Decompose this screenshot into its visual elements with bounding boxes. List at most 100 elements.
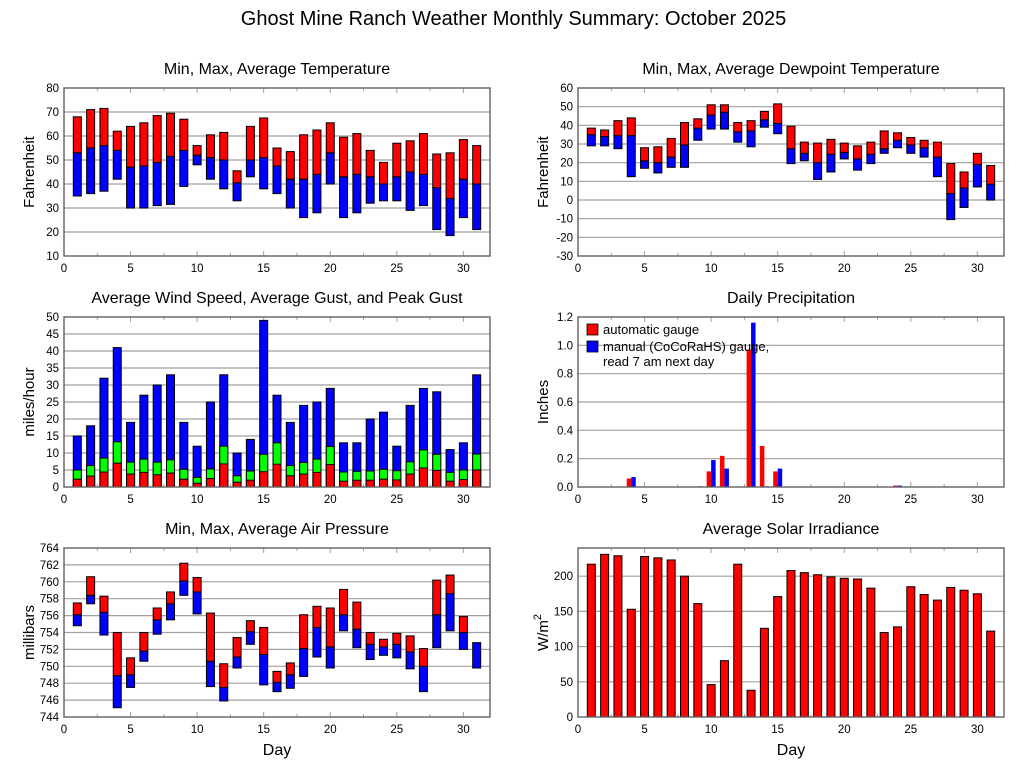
solar-bar-day-29 — [959, 589, 969, 718]
x-tick-label: 5 — [127, 263, 133, 275]
bar-min-to-avg-day-15 — [259, 653, 269, 686]
y-tick-label: 70 — [46, 107, 59, 119]
y-tick-label: 0.2 — [557, 454, 573, 466]
x-tick-label: 15 — [771, 494, 784, 506]
y-tick-label: 20 — [46, 227, 59, 239]
bar-min-to-avg-day-6 — [653, 162, 663, 174]
solar-bar-day-15 — [773, 596, 783, 718]
chart-title: Min, Max, Average Air Pressure — [165, 521, 389, 538]
solar-bar-day-25 — [906, 586, 916, 718]
x-tick-label: 5 — [641, 494, 647, 506]
bar-avg-to-max-day-31 — [986, 164, 996, 185]
bar-avg-to-max-day-2 — [86, 576, 96, 596]
x-tick-label: 0 — [61, 724, 67, 736]
bar-avg-to-max-day-5 — [640, 147, 650, 162]
y-tick-label: 10 — [560, 176, 573, 188]
bar-avg-to-max-day-3 — [99, 107, 109, 147]
bar-min-to-avg-day-31 — [472, 183, 482, 231]
bar-min-to-avg-day-27 — [418, 173, 428, 207]
bar-avg-to-max-day-10 — [706, 104, 716, 116]
bar-min-to-avg-day-22 — [352, 628, 362, 649]
x-tick-label: 15 — [257, 494, 270, 506]
y-tick-label: 0 — [567, 712, 573, 724]
y-axis-label-text: Inches — [535, 380, 552, 424]
bar-min-to-avg-day-24 — [379, 183, 388, 202]
bar-min-to-avg-day-23 — [365, 176, 375, 204]
legend-label-manual-line1: manual (CoCoRaHS) gauge, — [603, 339, 769, 354]
bar-min-to-avg-day-28 — [432, 614, 442, 649]
bar-avg-to-max-day-2 — [86, 109, 96, 149]
average-wind-speed-bar-day-8 — [166, 472, 175, 488]
bar-min-to-avg-day-1 — [586, 134, 596, 147]
bar-avg-to-max-day-9 — [179, 562, 189, 582]
bar-min-to-avg-day-13 — [232, 656, 242, 669]
average-wind-speed-bar-day-31 — [472, 469, 482, 488]
automatic-gauge-bar-day-14 — [759, 445, 765, 487]
bar-avg-to-max-day-12 — [733, 122, 743, 133]
manual-gauge-bar-day-4 — [631, 477, 636, 487]
bar-avg-to-max-day-14 — [245, 125, 255, 161]
manual-gauge-bar-day-13 — [751, 322, 756, 487]
bar-min-to-avg-day-5 — [126, 674, 136, 688]
bar-min-to-avg-day-21 — [339, 614, 349, 632]
bar-min-to-avg-day-22 — [352, 173, 362, 214]
legend-label-manual-line2: read 7 am next day — [603, 354, 715, 369]
average-wind-speed-bar-day-13 — [232, 481, 242, 488]
bar-min-to-avg-day-8 — [166, 155, 175, 205]
automatic-gauge-bar-day-4 — [626, 478, 632, 487]
bar-min-to-avg-day-22 — [866, 153, 876, 165]
bar-avg-to-max-day-28 — [432, 153, 442, 189]
y-tick-label: -30 — [556, 251, 573, 263]
bar-avg-to-max-day-22 — [866, 141, 876, 155]
solar-bar-day-23 — [879, 632, 889, 718]
bar-avg-to-max-day-4 — [112, 632, 122, 677]
bar-min-to-avg-day-2 — [86, 594, 96, 605]
bar-avg-to-max-day-15 — [259, 117, 269, 159]
y-tick-label: 750 — [40, 661, 59, 673]
average-wind-speed-bar-day-1 — [72, 478, 82, 488]
x-tick-label: 20 — [838, 724, 851, 736]
y-tick-label: 20 — [560, 158, 573, 170]
y-tick-label: 40 — [46, 179, 59, 191]
y-tick-label: -20 — [556, 232, 573, 244]
y-tick-label: 5 — [53, 465, 59, 477]
x-tick-label: 25 — [390, 494, 403, 506]
bar-avg-to-max-day-30 — [458, 615, 468, 634]
y-tick-label: 50 — [560, 102, 573, 114]
bar-min-to-avg-day-14 — [759, 119, 769, 128]
x-tick-label: 0 — [61, 494, 67, 506]
bar-avg-to-max-day-7 — [152, 607, 162, 621]
x-tick-label: 10 — [191, 494, 204, 506]
average-wind-speed-bar-day-19 — [312, 471, 322, 488]
bar-avg-to-max-day-20 — [325, 607, 335, 648]
plot-frame — [577, 87, 1005, 257]
average-wind-speed-bar-day-3 — [99, 471, 109, 488]
x-tick-label: 10 — [705, 263, 718, 275]
bar-min-to-avg-day-11 — [205, 660, 215, 688]
solar-bar-day-28 — [946, 586, 956, 718]
bar-avg-to-max-day-23 — [365, 149, 375, 178]
bar-min-to-avg-day-30 — [972, 164, 982, 188]
y-axis-label: miles/hour — [21, 367, 38, 436]
bar-avg-to-max-day-10 — [192, 145, 202, 156]
y-axis-label-superscript: 2 — [532, 614, 544, 620]
bar-min-to-avg-day-18 — [299, 178, 309, 219]
bar-min-to-avg-day-23 — [365, 643, 375, 661]
bar-avg-to-max-day-18 — [299, 614, 309, 650]
average-wind-speed-bar-day-4 — [112, 462, 122, 488]
bar-min-to-avg-day-26 — [919, 147, 929, 158]
average-wind-speed-bar-day-12 — [219, 463, 229, 488]
y-tick-label: 40 — [46, 346, 59, 358]
bar-avg-to-max-day-19 — [312, 605, 322, 628]
bar-min-to-avg-day-4 — [626, 135, 636, 178]
average-wind-speed-bar-day-16 — [272, 463, 282, 488]
average-wind-speed-bar-day-26 — [405, 473, 415, 488]
bar-avg-to-max-day-14 — [245, 620, 255, 633]
average-wind-speed-bar-day-21 — [339, 480, 349, 488]
bar-avg-to-max-day-9 — [693, 118, 703, 129]
bar-avg-to-max-day-25 — [392, 142, 402, 178]
solar-bar-day-24 — [893, 626, 902, 718]
solar-bar-day-17 — [799, 572, 809, 718]
bar-min-to-avg-day-24 — [379, 646, 388, 656]
